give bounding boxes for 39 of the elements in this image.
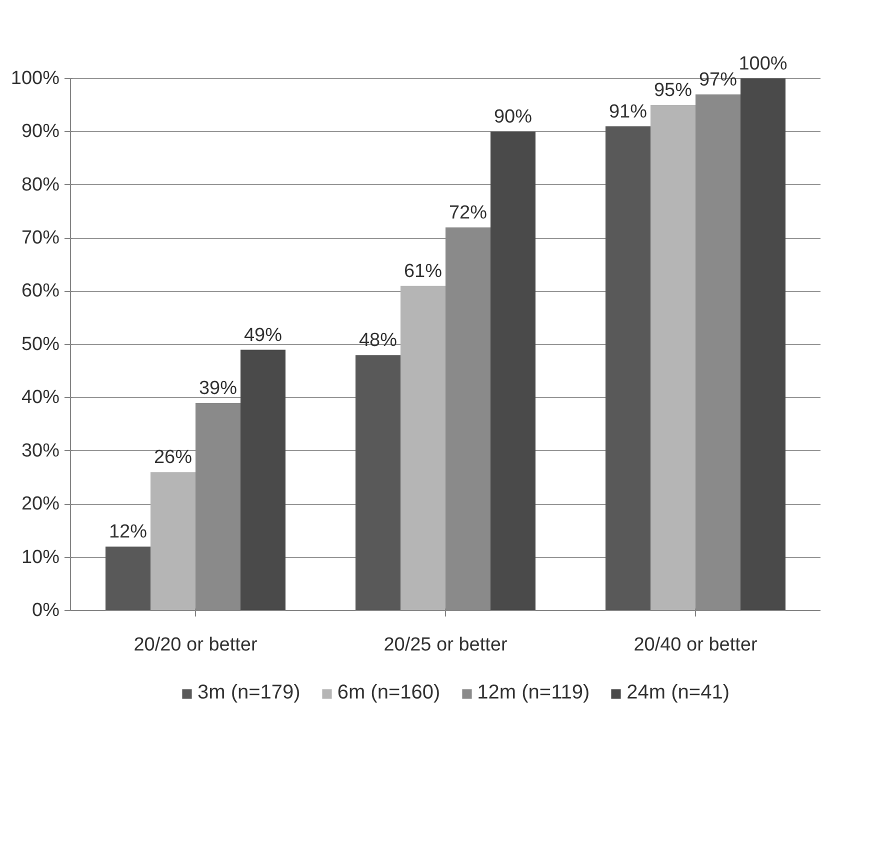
data-label: 90% <box>494 106 532 128</box>
data-label: 61% <box>404 260 442 282</box>
y-tick-label: 30% <box>21 440 60 462</box>
data-label: 26% <box>154 447 192 468</box>
y-tick-label: 20% <box>21 494 60 515</box>
bar <box>740 78 786 610</box>
x-tick-label: 20/25 or better <box>384 634 508 656</box>
y-tick-label: 60% <box>21 280 60 302</box>
data-label: 48% <box>358 330 398 352</box>
y-tick-label: 10% <box>21 546 60 568</box>
y-tick-label: 80% <box>21 174 60 196</box>
bar <box>150 472 196 610</box>
data-label: 91% <box>608 101 648 122</box>
bar <box>106 546 150 610</box>
x-tick-label: 20/20 or better <box>134 634 258 656</box>
data-label: 95% <box>654 80 692 101</box>
y-tick-label: 40% <box>21 387 60 408</box>
bar <box>650 104 696 610</box>
y-tick-label: 0% <box>32 600 60 621</box>
data-label: 72% <box>448 202 488 224</box>
data-label: 12% <box>108 522 148 543</box>
legend-label: 24m (n=41) <box>626 682 730 704</box>
x-tick-label: 20/40 or better <box>634 634 758 656</box>
y-tick-label: 100% <box>10 68 60 89</box>
y-tick-label: 50% <box>21 334 60 355</box>
legend-label: 12m (n=119) <box>477 682 590 704</box>
legend-label: 6m (n=160) <box>337 682 440 704</box>
bar <box>400 286 446 610</box>
legend-label: 3m (n=179) <box>197 682 300 704</box>
bar <box>490 132 536 610</box>
bar <box>356 355 400 610</box>
data-label: 97% <box>698 69 738 90</box>
y-tick-label: 90% <box>21 121 60 142</box>
data-label: 39% <box>198 378 238 399</box>
data-label: 49% <box>244 324 282 346</box>
y-tick-label: 70% <box>21 228 60 249</box>
bar <box>240 350 286 610</box>
bar <box>606 126 650 610</box>
data-label: 100% <box>738 53 788 74</box>
